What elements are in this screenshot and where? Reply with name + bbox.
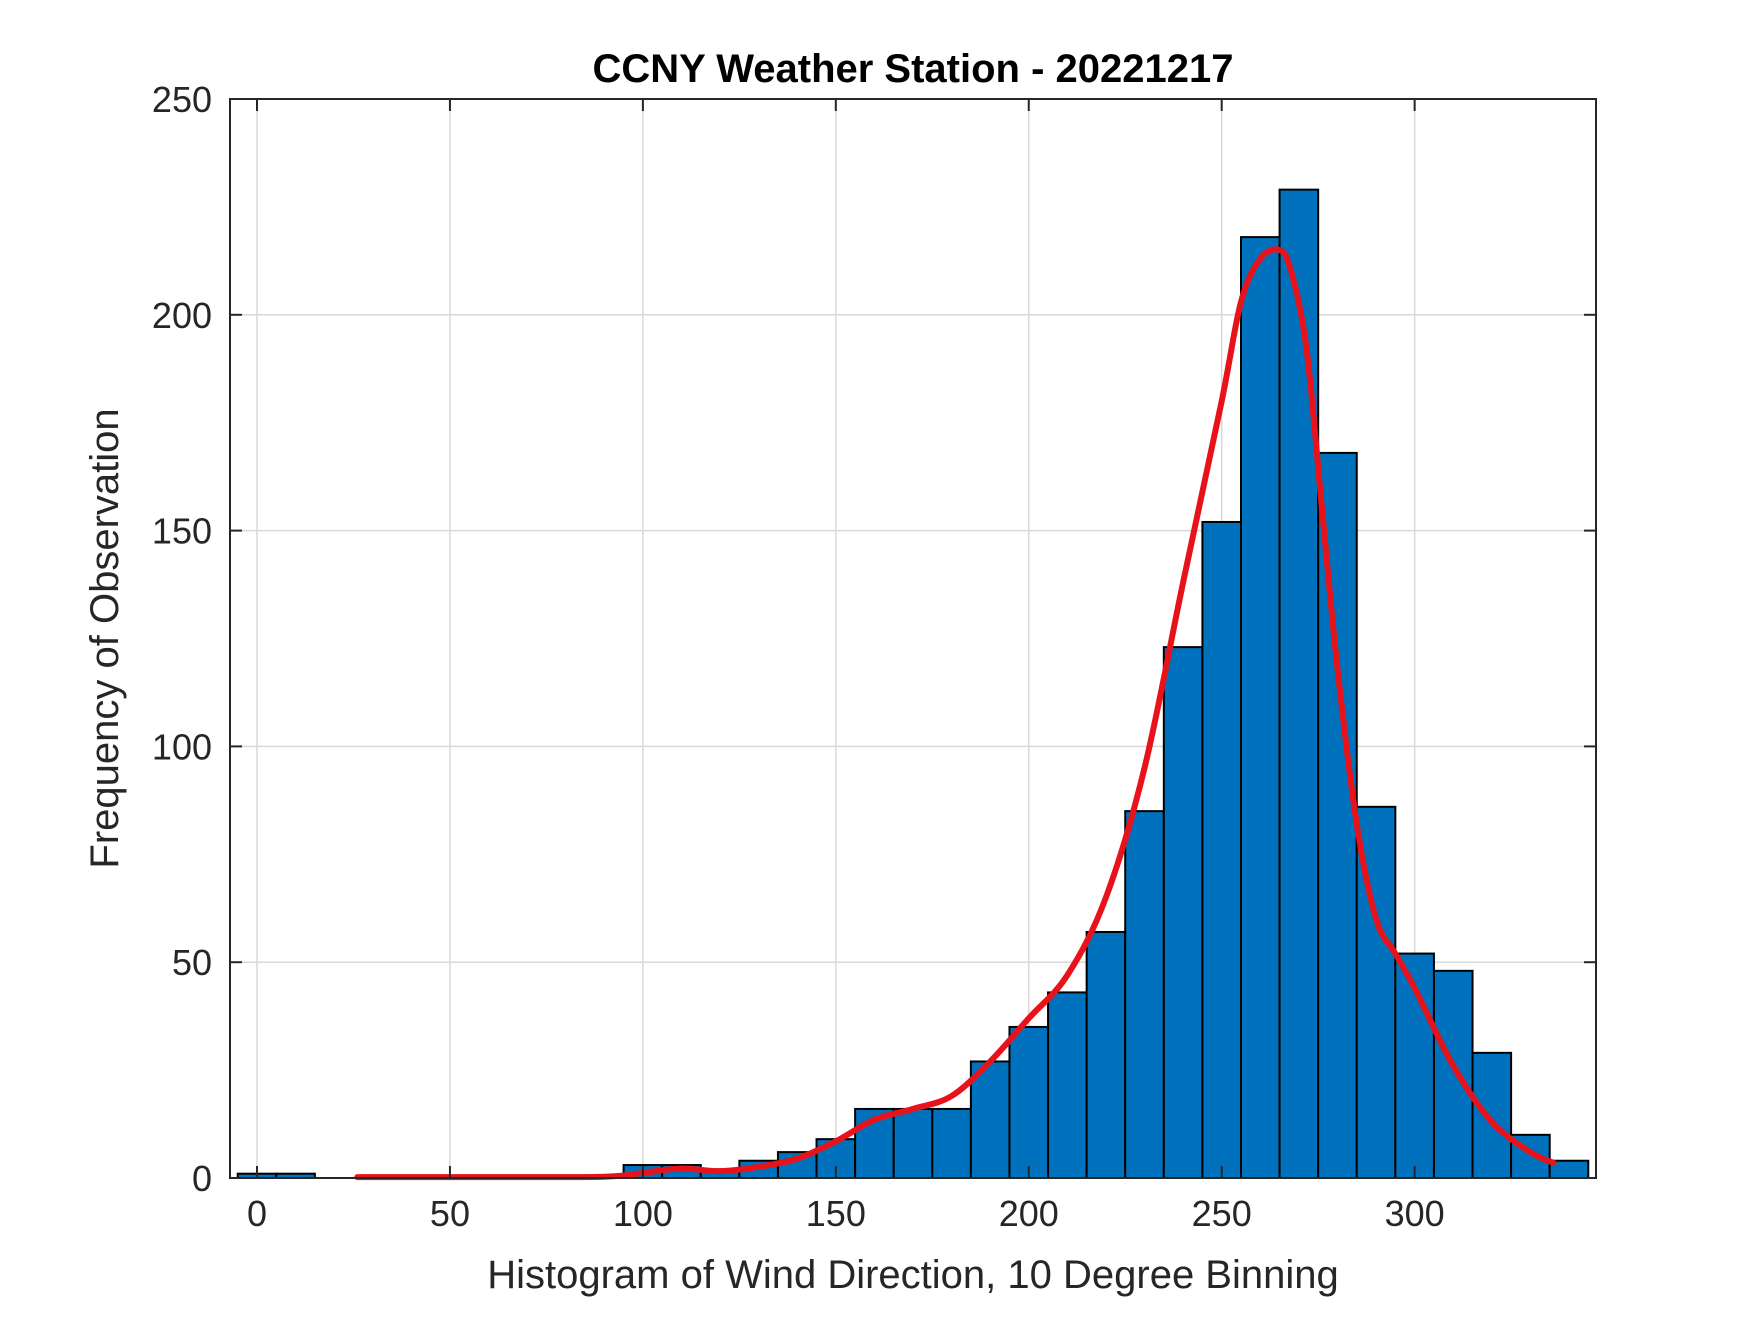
histogram-bar <box>892 1107 934 1179</box>
x-tick-label: 0 <box>247 1193 267 1234</box>
histogram-bar <box>1047 991 1088 1179</box>
histogram-bar <box>1317 451 1358 1179</box>
x-tick-label: 100 <box>613 1193 673 1234</box>
histogram-bar <box>1471 1051 1513 1180</box>
y-tick-label: 100 <box>152 726 212 767</box>
x-tick-label: 50 <box>430 1193 470 1234</box>
y-tick-label: 150 <box>152 511 212 552</box>
axes-box <box>229 98 1597 1179</box>
x-tick-labels: 0 50 100 150 200 250 300 <box>247 1193 1445 1234</box>
histogram-bar <box>1278 188 1320 1180</box>
histogram-bar <box>931 1107 972 1179</box>
histogram-bars <box>236 188 1590 1180</box>
histogram-bar <box>1124 810 1165 1179</box>
y-tick-label: 250 <box>152 79 212 120</box>
chart-title: CCNY Weather Station - 20221217 <box>593 47 1234 91</box>
y-tick-label: 0 <box>192 1158 212 1199</box>
y-tick-label: 200 <box>152 295 212 336</box>
histogram-bar <box>1239 236 1281 1179</box>
histogram-bar <box>1162 646 1204 1179</box>
x-axis-label: Histogram of Wind Direction, 10 Degree B… <box>487 1253 1339 1297</box>
x-tick-label: 300 <box>1385 1193 1445 1234</box>
histogram-bar <box>1008 1025 1050 1179</box>
fit-curve <box>354 246 1557 1181</box>
x-tick-label: 250 <box>1192 1193 1252 1234</box>
y-tick-label: 50 <box>172 942 212 983</box>
histogram-bar <box>1085 930 1127 1179</box>
histogram-bar <box>1432 969 1474 1179</box>
tick-marks <box>230 98 1596 1179</box>
y-axis-label: Frequency of Observation <box>83 408 127 868</box>
x-tick-label: 150 <box>806 1193 866 1234</box>
histogram-bar <box>1201 520 1242 1179</box>
y-tick-labels: 0 50 100 150 200 250 <box>152 79 212 1199</box>
x-tick-label: 200 <box>999 1193 1059 1234</box>
